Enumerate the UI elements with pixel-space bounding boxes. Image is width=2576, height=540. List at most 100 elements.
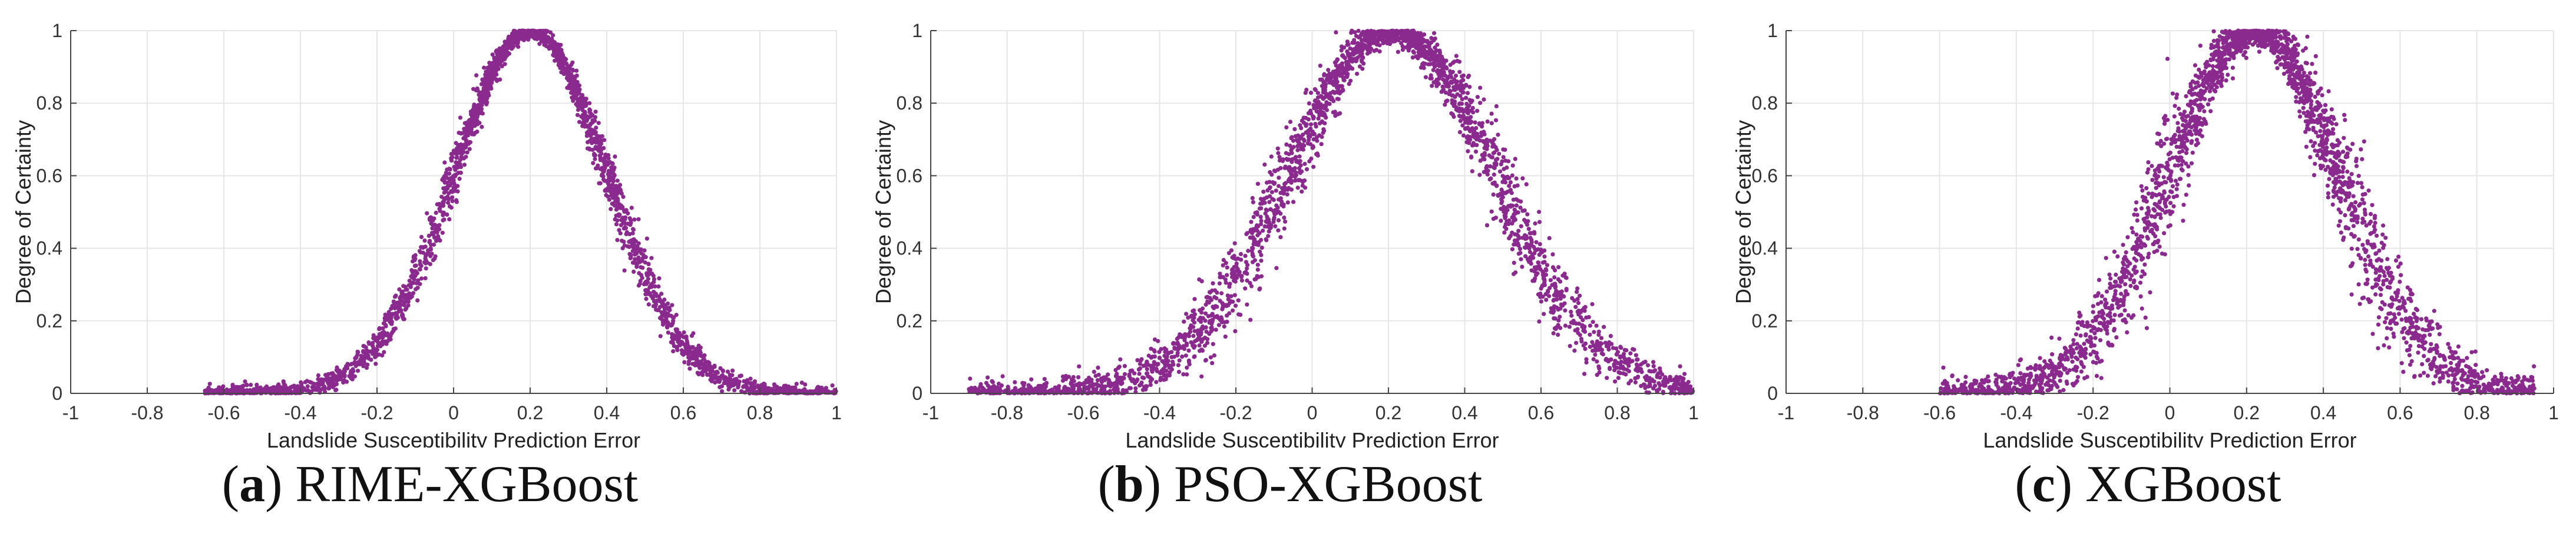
- data-point: [450, 195, 455, 200]
- data-point: [1043, 383, 1047, 387]
- data-point: [1520, 264, 1525, 269]
- data-point: [1262, 200, 1267, 205]
- data-point: [389, 316, 393, 320]
- data-point: [611, 179, 616, 184]
- data-point: [622, 243, 627, 248]
- data-point: [1613, 360, 1618, 365]
- data-point: [753, 385, 758, 390]
- data-point: [1487, 153, 1492, 158]
- data-point: [563, 71, 568, 75]
- x-tick-label: 0.8: [747, 402, 773, 423]
- y-tick-label: 0: [52, 383, 62, 404]
- data-point: [1416, 44, 1420, 48]
- data-point: [445, 180, 449, 185]
- data-point: [1436, 81, 1441, 87]
- data-point: [673, 327, 678, 332]
- data-point: [1324, 108, 1330, 112]
- data-point: [555, 58, 560, 62]
- data-point: [1248, 281, 1252, 286]
- data-point: [590, 141, 594, 145]
- data-point: [1549, 310, 1553, 314]
- data-point: [1469, 155, 1474, 160]
- data-point: [1569, 309, 1573, 314]
- data-point: [1221, 305, 1225, 310]
- data-point: [373, 355, 378, 360]
- data-point: [646, 302, 651, 307]
- data-point: [1113, 367, 1118, 373]
- x-tick-label: 0.6: [670, 402, 696, 423]
- data-point: [1682, 372, 1687, 376]
- data-point: [1575, 290, 1579, 294]
- data-point: [1347, 81, 1351, 87]
- data-point: [1190, 341, 1195, 346]
- data-point: [1203, 302, 1208, 307]
- x-tick-label: 0.2: [517, 402, 543, 423]
- data-point: [1534, 240, 1539, 244]
- data-point: [1166, 363, 1171, 368]
- data-point: [472, 131, 478, 135]
- data-point: [1335, 79, 1340, 84]
- data-point: [644, 236, 649, 241]
- data-point: [1529, 237, 1534, 242]
- data-point: [1615, 352, 1619, 357]
- data-point: [1494, 163, 1499, 167]
- data-point: [803, 382, 808, 387]
- data-point: [1427, 43, 1431, 48]
- data-point: [1269, 154, 1274, 159]
- data-point: [469, 127, 474, 131]
- data-point: [1513, 157, 1517, 161]
- data-point: [445, 212, 449, 217]
- data-point: [656, 284, 661, 289]
- data-point: [478, 98, 483, 103]
- data-point: [403, 307, 408, 312]
- data-point: [1192, 297, 1197, 302]
- data-point: [1446, 84, 1451, 89]
- data-point: [411, 254, 416, 259]
- data-point: [593, 166, 598, 171]
- data-point: [1255, 212, 1259, 217]
- data-point: [1501, 155, 1506, 160]
- data-point: [600, 174, 606, 178]
- data-point: [544, 44, 549, 49]
- data-point: [207, 382, 212, 386]
- data-point: [1232, 293, 1237, 297]
- data-point: [1482, 152, 1487, 157]
- data-point: [584, 97, 588, 101]
- data-point: [1307, 101, 1311, 106]
- data-point: [1238, 251, 1244, 257]
- data-point: [1315, 151, 1320, 156]
- data-point: [551, 33, 555, 38]
- data-point: [1539, 299, 1543, 304]
- data-point: [604, 188, 609, 193]
- data-point: [1160, 368, 1165, 373]
- data-point: [1192, 315, 1196, 320]
- data-point: [825, 389, 829, 394]
- data-point: [1225, 313, 1229, 318]
- data-point: [551, 52, 555, 57]
- data-point: [458, 158, 462, 163]
- data-point: [586, 140, 590, 145]
- data-point: [1458, 118, 1463, 123]
- data-point: [1660, 372, 1665, 377]
- data-point: [1289, 160, 1294, 164]
- data-point: [620, 238, 624, 243]
- data-point: [515, 43, 520, 48]
- data-point: [1618, 371, 1623, 376]
- data-point: [1602, 324, 1606, 329]
- data-point: [1283, 219, 1288, 224]
- data-point: [1180, 334, 1185, 340]
- data-point: [435, 202, 439, 207]
- data-point: [449, 156, 454, 161]
- data-point: [281, 379, 286, 384]
- data-point: [355, 369, 361, 373]
- data-point: [702, 353, 707, 358]
- data-point: [237, 385, 242, 390]
- data-point: [627, 232, 632, 237]
- data-point: [1336, 112, 1341, 117]
- data-point: [1649, 369, 1654, 374]
- data-point: [1233, 303, 1238, 308]
- data-point: [1623, 372, 1628, 377]
- data-point: [364, 366, 369, 370]
- data-point: [590, 120, 595, 125]
- data-point: [1176, 363, 1180, 367]
